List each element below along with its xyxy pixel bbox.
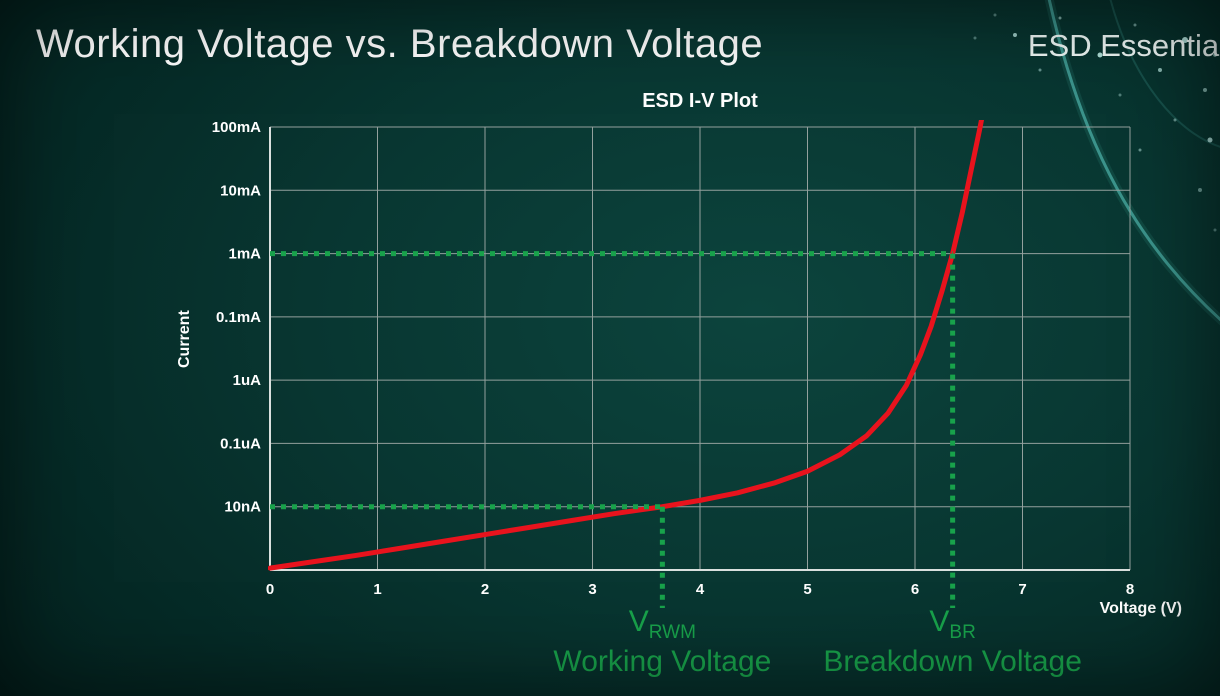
working-voltage-symbol: VRWM — [553, 606, 771, 643]
iv-curve — [268, 120, 985, 571]
x-axis-label: Voltage (V) — [1099, 600, 1182, 617]
x-tick-label: 1 — [373, 581, 381, 598]
breakdown-voltage-annotation: VBR Breakdown Voltage — [823, 606, 1082, 677]
x-tick-label: 5 — [803, 581, 811, 598]
decorative-swoosh — [1044, 0, 1220, 326]
symbol-sub: BR — [949, 622, 976, 643]
x-tick-label: 4 — [696, 581, 705, 598]
working-voltage-annotation: VRWM Working Voltage — [553, 606, 771, 677]
symbol-sub: RWM — [648, 622, 696, 643]
decorative-dots — [973, 13, 1217, 232]
x-tick-label: 7 — [1018, 581, 1026, 598]
x-tick-label: 3 — [588, 581, 596, 598]
symbol-main: V — [628, 605, 649, 638]
y-tick-label: 100mA — [212, 119, 261, 136]
working-voltage-caption: Working Voltage — [553, 644, 772, 678]
breakdown-voltage-symbol: VBR — [823, 606, 1082, 643]
y-axis-label: Current — [176, 310, 193, 368]
y-tick-label: 10mA — [220, 182, 261, 199]
symbol-main: V — [929, 605, 950, 638]
y-tick-label: 10nA — [224, 499, 261, 516]
x-tick-label: 0 — [266, 581, 274, 598]
x-tick-label: 8 — [1126, 581, 1134, 598]
slide-title: Working Voltage vs. Breakdown Voltage — [36, 22, 764, 66]
x-tick-label: 6 — [911, 581, 919, 598]
y-tick-label: 1uA — [233, 372, 262, 389]
x-tick-label: 2 — [481, 581, 489, 598]
breakdown-voltage-caption: Breakdown Voltage — [823, 644, 1082, 678]
y-tick-label: 1mA — [228, 246, 261, 263]
y-tick-label: 0.1uA — [220, 435, 261, 452]
chart-title: ESD I-V Plot — [642, 90, 758, 112]
brand-text: ESD Essential — [1027, 28, 1220, 63]
y-tick-label: 0.1mA — [216, 309, 261, 326]
